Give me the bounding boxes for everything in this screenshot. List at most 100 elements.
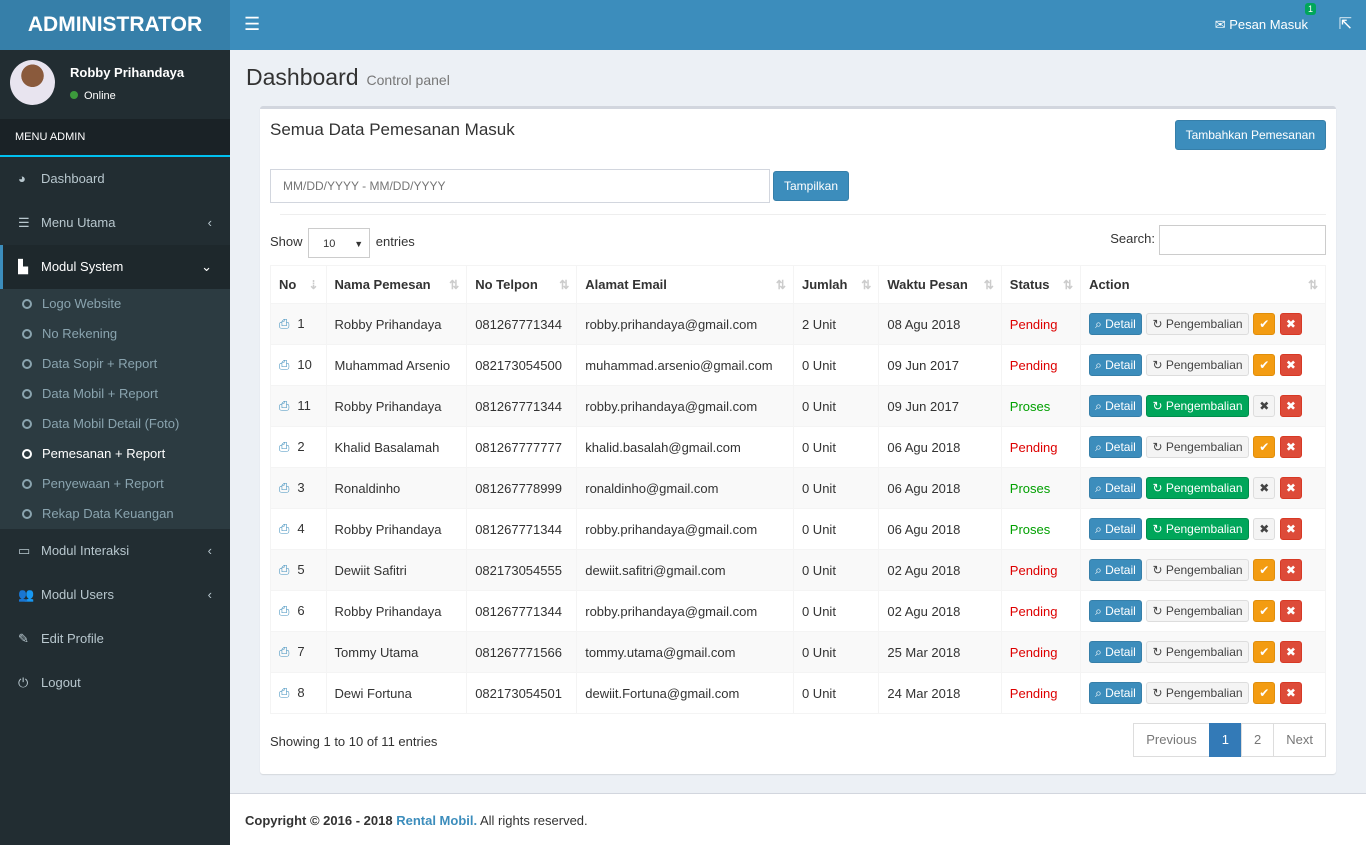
column-header-status[interactable]: Status ⇅: [1000, 265, 1082, 304]
column-header-jumlah[interactable]: Jumlah ⇅: [792, 265, 880, 304]
search-input[interactable]: [1159, 224, 1326, 255]
print-icon[interactable]: ⎙: [279, 603, 290, 618]
delete-button[interactable]: ✖: [1279, 559, 1302, 581]
return-button[interactable]: ↻ Pengembalian: [1146, 395, 1249, 417]
cell-jumlah: 0 Unit: [792, 508, 880, 550]
cancel-button[interactable]: ✖: [1253, 477, 1276, 499]
column-header-action[interactable]: Action ⇅: [1080, 265, 1326, 304]
detail-button[interactable]: ⌕ Detail: [1089, 559, 1142, 581]
approve-button[interactable]: ✔: [1253, 641, 1276, 663]
delete-button[interactable]: ✖: [1279, 436, 1302, 458]
delete-button[interactable]: ✖: [1279, 354, 1302, 376]
submenu-item-pemesanan-report[interactable]: Pemesanan + Report: [0, 439, 230, 469]
sidebar-item-modul-interaksi[interactable]: ▭ Modul Interaksi ‹: [0, 529, 230, 573]
approve-button[interactable]: ✔: [1253, 354, 1276, 376]
orders-box: Semua Data Pemesanan Masuk Tambahkan Pem…: [260, 106, 1336, 774]
approve-button[interactable]: ✔: [1253, 682, 1276, 704]
detail-button[interactable]: ⌕ Detail: [1089, 477, 1142, 499]
sidebar-item-modul-system[interactable]: ▙ Modul System ⌄: [0, 245, 230, 289]
detail-button[interactable]: ⌕ Detail: [1089, 395, 1142, 417]
delete-button[interactable]: ✖: [1279, 518, 1302, 540]
footer-link[interactable]: Rental Mobil.: [396, 813, 478, 828]
return-button[interactable]: ↻ Pengembalian: [1146, 518, 1249, 540]
approve-button[interactable]: ✔: [1253, 559, 1276, 581]
print-icon[interactable]: ⎙: [279, 644, 290, 659]
return-button[interactable]: ↻ Pengembalian: [1146, 436, 1249, 458]
column-header-alamat-email[interactable]: Alamat Email ⇅: [576, 265, 794, 304]
print-icon[interactable]: ⎙: [279, 480, 290, 495]
refresh-icon: ↻: [1152, 481, 1166, 495]
return-button[interactable]: ↻ Pengembalian: [1146, 682, 1249, 704]
print-icon[interactable]: ⎙: [279, 398, 290, 413]
refresh-icon: ↻: [1152, 604, 1166, 618]
delete-button[interactable]: ✖: [1279, 477, 1302, 499]
cancel-button[interactable]: ✖: [1253, 395, 1276, 417]
sidebar-item-edit-profile[interactable]: ✎ Edit Profile: [0, 617, 230, 661]
menu-toggle-icon[interactable]: ☰: [244, 14, 261, 34]
entries-select[interactable]: 10 ▼: [308, 227, 371, 258]
delete-button[interactable]: ✖: [1279, 682, 1302, 704]
submenu-item-penyewaan-report[interactable]: Penyewaan + Report: [0, 469, 230, 499]
detail-button[interactable]: ⌕ Detail: [1089, 518, 1142, 540]
next-button[interactable]: Next: [1273, 723, 1326, 757]
submenu-item-data-mobil-report[interactable]: Data Mobil + Report: [0, 379, 230, 409]
times-icon: ✖: [1259, 522, 1270, 536]
sidebar-item-menu-utama[interactable]: ☰ Menu Utama ‹: [0, 201, 230, 245]
messages-link[interactable]: ✉ Pesan Masuk: [1214, 17, 1308, 32]
submenu-item-data-sopir-report[interactable]: Data Sopir + Report: [0, 349, 230, 379]
column-header-nama-pemesan[interactable]: Nama Pemesan ⇅: [325, 265, 468, 304]
print-icon[interactable]: ⎙: [279, 316, 290, 331]
detail-button[interactable]: ⌕ Detail: [1089, 600, 1142, 622]
cell-status: Proses: [1000, 508, 1082, 550]
detail-button[interactable]: ⌕ Detail: [1089, 641, 1142, 663]
add-order-button[interactable]: Tambahkan Pemesanan: [1174, 120, 1326, 150]
approve-button[interactable]: ✔: [1253, 436, 1276, 458]
delete-button[interactable]: ✖: [1279, 600, 1302, 622]
return-button[interactable]: ↻ Pengembalian: [1146, 477, 1249, 499]
date-range-input[interactable]: [270, 169, 770, 203]
return-button[interactable]: ↻ Pengembalian: [1146, 559, 1249, 581]
column-header-no[interactable]: No ⇣: [270, 265, 327, 304]
print-icon[interactable]: ⎙: [279, 357, 290, 372]
cell-status: Proses: [1000, 467, 1082, 509]
delete-button[interactable]: ✖: [1279, 313, 1302, 335]
delete-icon: ✖: [1285, 645, 1296, 659]
circle-icon: [22, 299, 32, 309]
print-icon[interactable]: ⎙: [279, 521, 290, 536]
detail-button[interactable]: ⌕ Detail: [1089, 313, 1142, 335]
cancel-button[interactable]: ✖: [1253, 518, 1276, 540]
print-icon[interactable]: ⎙: [279, 562, 290, 577]
page-2-button[interactable]: 2: [1241, 723, 1275, 757]
submenu-item-logo-website[interactable]: Logo Website: [0, 289, 230, 319]
delete-button[interactable]: ✖: [1279, 395, 1302, 417]
submenu-item-rekap-data-keuangan[interactable]: Rekap Data Keuangan: [0, 499, 230, 529]
page-1-button[interactable]: 1: [1208, 723, 1243, 757]
refresh-icon: ↻: [1152, 358, 1166, 372]
detail-button[interactable]: ⌕ Detail: [1089, 436, 1142, 458]
return-button[interactable]: ↻ Pengembalian: [1146, 600, 1249, 622]
approve-button[interactable]: ✔: [1253, 313, 1276, 335]
delete-icon: ✖: [1285, 317, 1296, 331]
cell-status: Pending: [1000, 549, 1082, 591]
column-header-waktu-pesan[interactable]: Waktu Pesan ⇅: [878, 265, 1002, 304]
approve-button[interactable]: ✔: [1253, 600, 1276, 622]
sidebar-item-modul-users[interactable]: 👥 Modul Users ‹: [0, 573, 230, 617]
brand-logo[interactable]: ADMINISTRATOR: [0, 0, 230, 50]
return-button[interactable]: ↻ Pengembalian: [1146, 354, 1249, 376]
sidebar-item-dashboard[interactable]: ◕ Dashboard: [0, 157, 230, 201]
return-button[interactable]: ↻ Pengembalian: [1146, 641, 1249, 663]
submenu-item-no-rekening[interactable]: No Rekening: [0, 319, 230, 349]
sidebar-item-logout[interactable]: ⏻ Logout: [0, 661, 230, 705]
print-icon[interactable]: ⎙: [279, 685, 290, 700]
return-button[interactable]: ↻ Pengembalian: [1146, 313, 1249, 335]
column-header-no-telpon[interactable]: No Telpon ⇅: [466, 265, 578, 304]
detail-button[interactable]: ⌕ Detail: [1089, 354, 1142, 376]
external-link-icon[interactable]: ⇱: [1338, 16, 1352, 33]
show-button[interactable]: Tampilkan: [773, 171, 850, 201]
detail-button[interactable]: ⌕ Detail: [1089, 682, 1142, 704]
delete-button[interactable]: ✖: [1279, 641, 1302, 663]
cell-alamat-email: muhammad.arsenio@gmail.com: [576, 344, 794, 386]
print-icon[interactable]: ⎙: [279, 439, 290, 454]
previous-button[interactable]: Previous: [1133, 723, 1210, 757]
submenu-item-data-mobil-detail-foto[interactable]: Data Mobil Detail (Foto): [0, 409, 230, 439]
